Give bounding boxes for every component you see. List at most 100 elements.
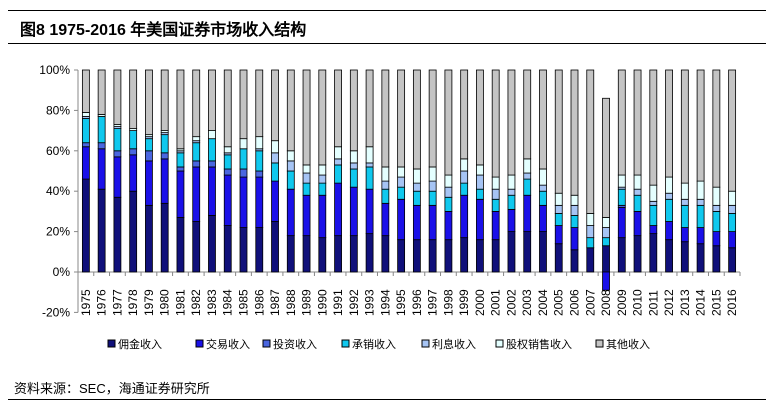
bar-segment [145, 204, 153, 273]
bar-segment [507, 188, 516, 196]
bar-segment [476, 69, 484, 166]
bar-segment [444, 69, 453, 176]
legend-label: 投资收入 [273, 337, 317, 351]
bar-segment [539, 204, 547, 232]
bar-segment [570, 227, 579, 251]
legend-label: 承销收入 [352, 337, 396, 351]
bar-segment [617, 174, 626, 188]
bar-segment [412, 204, 421, 241]
bar-segment [586, 213, 595, 226]
bar-segment [97, 148, 106, 190]
bar-segment [318, 182, 327, 196]
bar-segment [365, 69, 374, 148]
bar-segment [271, 162, 279, 182]
bar-segment [286, 170, 295, 190]
bar-segment [539, 69, 547, 170]
bar-segment [586, 69, 595, 214]
bar-segment [381, 180, 390, 190]
bar-segment [665, 176, 673, 194]
bar-segment [302, 235, 311, 273]
bar-segment [397, 198, 406, 241]
bar-segment [554, 243, 563, 273]
bottom-rule [8, 399, 766, 400]
bar-segment [223, 154, 232, 170]
bar-segment [696, 180, 705, 200]
bar-segment [223, 69, 232, 148]
bar-segment [728, 231, 737, 249]
x-tick-label: 1977 [110, 289, 124, 316]
bar-segment [696, 204, 705, 228]
x-tick-label: 1992 [347, 289, 361, 316]
bar-segment [129, 154, 138, 192]
bar-segment [412, 190, 421, 206]
bar-segment [428, 180, 437, 192]
bar-segment [491, 69, 500, 178]
bar-segment [192, 160, 201, 168]
bar-segment [602, 227, 610, 239]
bar-segment [397, 239, 406, 273]
bar-segment [507, 194, 516, 210]
bar-segment [145, 69, 153, 136]
bar-segment [349, 69, 358, 152]
x-tick-label: 2000 [473, 289, 487, 316]
bar-segment [113, 128, 122, 152]
bar-segment [602, 271, 610, 291]
bar-segment [491, 210, 500, 241]
bar-segment [334, 182, 342, 237]
y-tick-label: -20% [42, 305, 70, 319]
bar-segment [365, 166, 374, 190]
bar-segment [286, 69, 295, 152]
bar-segment [712, 231, 721, 247]
x-tick-label: 1983 [205, 289, 219, 316]
bar-segment [633, 235, 642, 273]
x-tick-label: 2015 [709, 289, 723, 316]
bar-segment [617, 69, 626, 176]
bar-segment [381, 202, 390, 237]
bar-segment [397, 166, 406, 178]
bar-segment [476, 174, 484, 190]
x-tick-label: 2002 [504, 289, 518, 316]
bar-segment [302, 69, 311, 166]
bar-segment [113, 156, 122, 198]
x-tick-label: 1988 [284, 289, 298, 316]
bar-segment [97, 69, 106, 115]
bar-segment [444, 210, 453, 241]
bar-segment [97, 142, 106, 150]
bar-segment [428, 190, 437, 206]
bar-segment [554, 225, 563, 245]
x-tick-label: 1995 [394, 289, 408, 316]
bar-segment [129, 148, 138, 156]
bar-segment [302, 182, 311, 196]
bar-segment [365, 188, 374, 235]
bar-segment [318, 164, 327, 176]
bar-segment [160, 134, 169, 154]
bar-segment [539, 190, 547, 206]
bar-segment [145, 160, 153, 206]
bar-segment [539, 184, 547, 192]
legend-label: 利息收入 [432, 337, 476, 351]
bar-segment [649, 204, 658, 226]
bar-segment [271, 140, 279, 154]
bar-segment [208, 160, 216, 168]
bar-segment [271, 180, 279, 222]
bar-segment [507, 174, 516, 190]
bar-segment [444, 174, 453, 188]
bar-segment [649, 233, 658, 273]
bar-segment [113, 196, 122, 273]
legend-swatch [195, 339, 204, 348]
bar-segment [239, 148, 248, 170]
bar-segment [286, 188, 295, 237]
bar-segment [633, 69, 642, 176]
bar-segment [160, 202, 169, 273]
bar-segment [349, 168, 358, 188]
bar-segment [649, 200, 658, 206]
bar-segment [223, 146, 232, 154]
bar-segment [728, 247, 737, 273]
bar-segment [208, 130, 216, 140]
bar-segment [507, 231, 516, 273]
bar-segment [444, 239, 453, 273]
bar-segment [728, 204, 737, 214]
bar-segment [381, 235, 390, 273]
bar-segment [554, 192, 563, 206]
bar-segment [97, 188, 106, 273]
